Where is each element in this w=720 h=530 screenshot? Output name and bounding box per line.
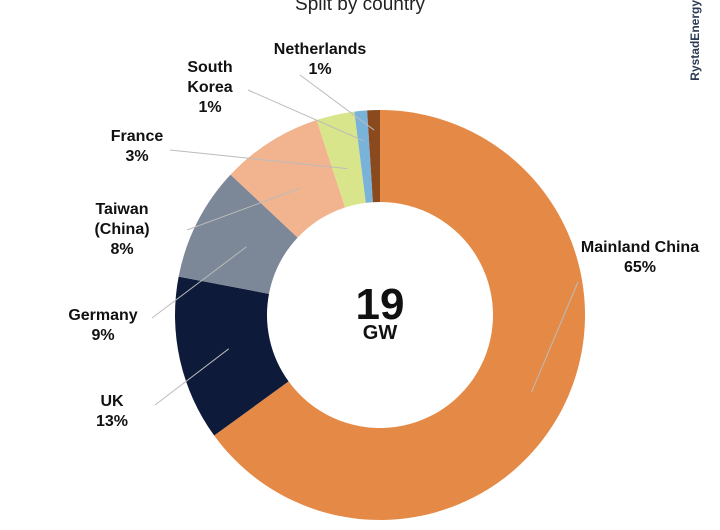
label-name: Netherlands <box>273 41 367 58</box>
label-name: Mainland China <box>580 239 700 256</box>
donut-segment <box>214 110 585 520</box>
label-value: 1% <box>308 61 332 78</box>
label-name: Germany <box>68 307 138 324</box>
donut-segment <box>316 111 366 208</box>
label-name: Taiwan (China) <box>94 201 150 238</box>
donut-segment <box>178 174 298 294</box>
label-value: 9% <box>91 327 115 344</box>
label-value: 8% <box>110 241 134 258</box>
label-name: France <box>110 128 164 145</box>
chart-title: Split by country <box>295 0 425 15</box>
data-label: France 3% <box>92 127 182 167</box>
leader-line <box>247 89 364 142</box>
data-label: Germany 9% <box>53 306 153 346</box>
data-label: UK 13% <box>72 392 152 432</box>
data-label: Mainland China 65% <box>580 238 700 278</box>
label-name: UK <box>100 393 124 410</box>
donut-segment <box>230 120 346 238</box>
label-value: 1% <box>198 99 222 116</box>
label-name: South Korea <box>187 59 233 96</box>
data-label: South Korea 1% <box>170 58 250 118</box>
leader-line <box>169 149 348 170</box>
leader-line <box>299 74 375 131</box>
leader-line <box>186 187 300 231</box>
donut-segment <box>175 276 289 436</box>
center-value: 19 <box>355 280 405 329</box>
data-label: Netherlands 1% <box>255 40 385 80</box>
label-value: 13% <box>95 413 129 430</box>
leader-line <box>531 281 579 393</box>
donut-segment <box>367 110 380 203</box>
data-label: Taiwan (China) 8% <box>77 200 167 260</box>
label-value: 3% <box>125 148 149 165</box>
donut-segment <box>354 110 373 203</box>
leader-line <box>154 348 230 406</box>
label-value: 65% <box>623 259 657 276</box>
leader-line <box>151 246 247 319</box>
center-unit: GW <box>362 322 398 344</box>
